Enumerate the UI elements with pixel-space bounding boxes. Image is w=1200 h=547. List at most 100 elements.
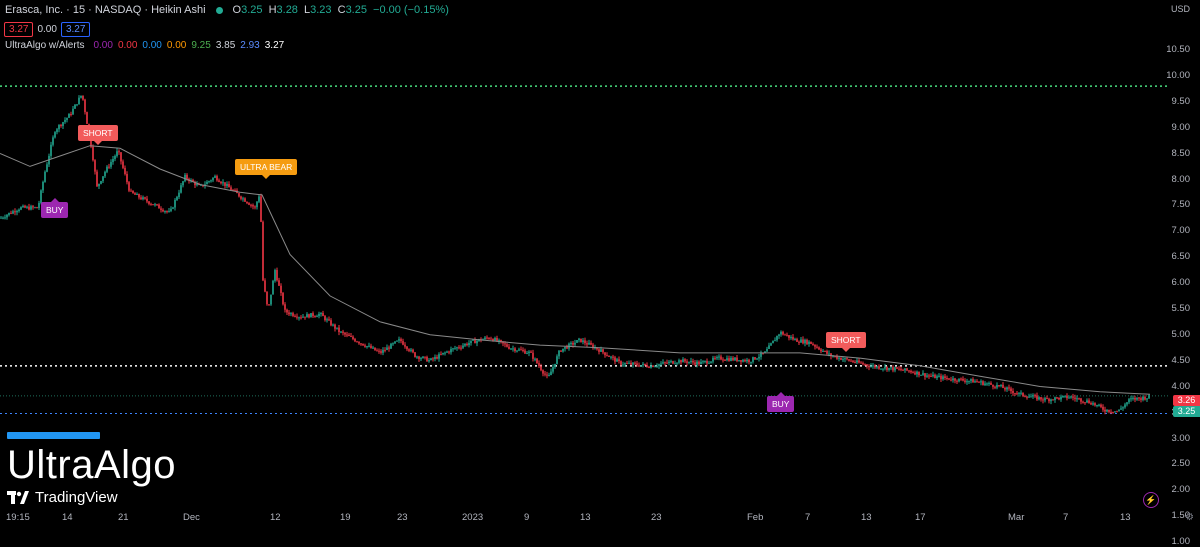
time-tick: 23 — [397, 512, 408, 523]
candle-body — [410, 349, 412, 351]
candle-body — [1006, 387, 1008, 390]
candle-body — [128, 182, 130, 191]
candle-body — [464, 343, 466, 346]
candle-body — [1146, 398, 1148, 400]
candle-body — [902, 369, 904, 371]
indicator-value: 3.27 — [264, 40, 285, 51]
candle-body — [698, 361, 700, 365]
candle-body — [1008, 387, 1010, 389]
candle-body — [778, 334, 780, 336]
candle-body — [404, 344, 406, 347]
candle-body — [230, 187, 232, 190]
buy-button[interactable]: 3.27 — [60, 22, 91, 37]
candle-body — [438, 354, 440, 359]
signal-bear-tag[interactable]: ULTRA BEAR — [235, 159, 298, 179]
candle-body — [860, 362, 862, 364]
candle-body — [752, 357, 754, 362]
candle-body — [226, 184, 228, 186]
candle-body — [398, 339, 400, 341]
candle-body — [76, 104, 78, 106]
lightning-icon[interactable]: ⚡ — [1143, 492, 1159, 508]
candle-body — [346, 334, 348, 336]
candle-body — [620, 361, 622, 365]
candle-body — [318, 313, 320, 317]
signal-buy-tag[interactable]: BUY — [767, 392, 795, 412]
candle-body — [50, 144, 52, 156]
candle-body — [498, 339, 500, 342]
candle-body — [600, 349, 602, 352]
candle-body — [1066, 395, 1068, 399]
candle-body — [966, 381, 968, 383]
candle-body — [510, 348, 512, 350]
candle-body — [680, 360, 682, 363]
candle-body — [420, 358, 422, 360]
candle-body — [638, 365, 640, 367]
candle-body — [1022, 392, 1024, 396]
indicator-value: 0.00 — [142, 40, 162, 51]
price-chart[interactable] — [0, 0, 1200, 527]
candle-body — [686, 361, 688, 363]
candle-body — [850, 360, 852, 362]
candle-body — [240, 196, 242, 199]
signal-short-tag[interactable]: SHORT — [826, 332, 866, 352]
candle-body — [222, 182, 224, 184]
candle-body — [450, 349, 452, 353]
time-tick: 13 — [1120, 512, 1131, 523]
symbol-title[interactable]: Erasca, Inc. · 15 · NASDAQ · Heikin Ashi — [5, 4, 206, 16]
candle-body — [6, 214, 8, 218]
low-value: 3.23 — [310, 4, 332, 16]
candle-body — [940, 375, 942, 380]
candle-body — [1014, 393, 1016, 395]
candle-body — [54, 132, 56, 138]
candle-body — [456, 347, 458, 349]
candle-body — [808, 341, 810, 345]
candle-body — [350, 336, 352, 338]
candle-body — [1046, 398, 1048, 400]
signal-buy-tag[interactable]: BUY — [41, 198, 69, 218]
indicator-name[interactable]: UltraAlgo w/Alerts — [5, 40, 85, 51]
indicator-legend[interactable]: UltraAlgo w/Alerts 0.00 0.00 0.00 0.00 9.25 3… — [5, 40, 284, 51]
candle-body — [316, 316, 318, 318]
candle-body — [820, 349, 822, 352]
candle-body — [616, 359, 618, 362]
candle-body — [870, 366, 872, 368]
candle-body — [706, 360, 708, 364]
candle-body — [640, 365, 642, 367]
candle-body — [570, 342, 572, 344]
candle-body — [8, 212, 10, 215]
candle-body — [542, 370, 544, 374]
candle-body — [142, 197, 144, 200]
candle-body — [806, 339, 808, 345]
candle-body — [268, 304, 270, 306]
candle-body — [1106, 409, 1108, 412]
price-tick: 2.50 — [1171, 458, 1191, 470]
candle-body — [42, 181, 44, 191]
price-tick: 7.00 — [1171, 225, 1191, 237]
candle-body — [956, 380, 958, 382]
candle-body — [780, 331, 782, 335]
candle-body — [684, 359, 686, 362]
candle-body — [914, 372, 916, 375]
candle-body — [812, 343, 814, 345]
candle-body — [646, 365, 648, 367]
indicator-value: 3.85 — [215, 40, 236, 51]
candle-body — [538, 363, 540, 367]
candle-body — [12, 211, 14, 214]
change-value: −0.00 (−0.15%) — [373, 4, 449, 16]
candle-body — [642, 363, 644, 366]
signal-short-tag[interactable]: SHORT — [78, 125, 118, 145]
candle-body — [546, 374, 548, 376]
time-tick: 19 — [340, 512, 351, 523]
settings-icon[interactable]: ⚙ — [1185, 512, 1194, 523]
candle-body — [278, 280, 280, 286]
candle-body — [1018, 392, 1020, 394]
candle-body — [748, 359, 750, 363]
candle-body — [178, 192, 180, 198]
candle-body — [1092, 403, 1094, 405]
candle-body — [494, 338, 496, 341]
sell-button[interactable]: 3.27 — [4, 22, 34, 37]
candle-body — [1072, 396, 1074, 398]
candle-body — [882, 368, 884, 370]
candle-body — [86, 112, 88, 124]
candle-body — [842, 359, 844, 361]
